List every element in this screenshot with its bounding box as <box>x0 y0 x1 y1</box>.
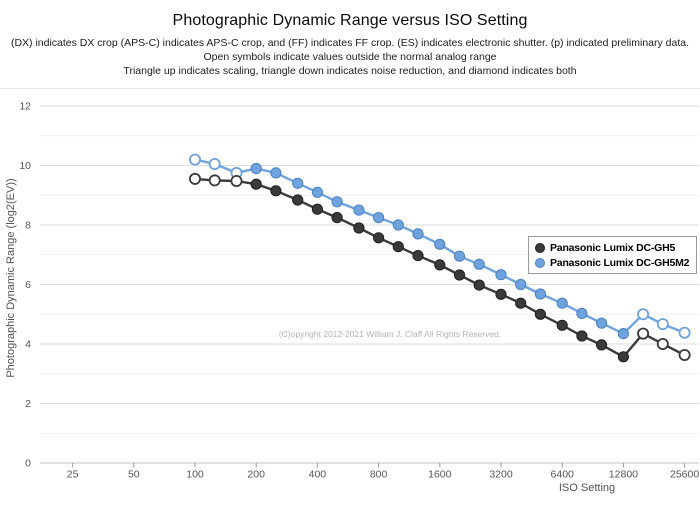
y-tick-label: 6 <box>25 279 31 291</box>
chart-subtitle: (DX) indicates DX crop (APS-C) indicates… <box>0 36 700 78</box>
data-point <box>250 178 262 190</box>
x-tick-label: 12800 <box>609 469 638 481</box>
legend-item-label: Panasonic Lumix DC-GH5M2 <box>550 256 690 269</box>
x-tick-label: 25 <box>67 469 79 481</box>
x-tick-label: 1600 <box>428 469 452 481</box>
data-point <box>617 351 630 363</box>
data-point <box>434 259 446 271</box>
data-point <box>596 339 608 351</box>
data-point <box>678 348 691 361</box>
data-point <box>188 153 201 166</box>
data-point <box>250 162 262 175</box>
data-point <box>392 241 404 253</box>
x-tick-label: 800 <box>370 469 388 481</box>
x-tick-label: 100 <box>186 469 204 481</box>
data-point <box>515 278 527 291</box>
y-tick-label: 0 <box>25 458 31 470</box>
x-tick-label: 50 <box>128 469 140 481</box>
data-point <box>373 212 385 224</box>
legend-item: Panasonic Lumix DC-GH5 <box>535 240 689 255</box>
data-point <box>188 172 201 185</box>
subtitle-line-1: (DX) indicates DX crop (APS-C) indicates… <box>10 37 690 49</box>
data-point <box>656 337 669 350</box>
data-point <box>576 307 588 319</box>
page-title: Photographic Dynamic Range versus ISO Se… <box>172 12 528 29</box>
data-point <box>495 269 507 281</box>
x-tick-label: 25600 <box>670 469 699 481</box>
y-tick-label: 10 <box>19 160 31 172</box>
subtitle-line-3: Triangle up indicates scaling, triangle … <box>123 65 577 77</box>
data-point <box>495 288 507 300</box>
x-tick-label: 6400 <box>551 469 575 481</box>
data-point <box>331 212 343 224</box>
data-point <box>596 317 608 329</box>
data-point <box>556 319 568 331</box>
header-divider <box>0 88 700 89</box>
data-point <box>617 328 630 340</box>
data-point <box>270 167 282 179</box>
data-point <box>534 288 547 300</box>
data-point <box>473 258 485 270</box>
data-point <box>392 219 404 231</box>
data-point <box>453 250 466 262</box>
data-point <box>637 308 650 321</box>
y-tick-label: 2 <box>25 398 31 410</box>
data-point <box>412 250 424 262</box>
y-tick-label: 12 <box>19 101 31 113</box>
y-tick-label: 4 <box>25 339 31 351</box>
y-axis-label: Photographic Dynamic Range (log2(EV)) <box>5 178 17 378</box>
x-axis-label: ISO Setting <box>558 482 616 494</box>
y-tick-label: 8 <box>25 220 31 232</box>
data-point <box>373 232 385 244</box>
legend-item: Panasonic Lumix DC-GH5M2 <box>535 255 690 270</box>
data-point <box>208 174 221 187</box>
legend-item-label: Panasonic Lumix DC-GH5 <box>550 241 676 254</box>
data-point <box>311 203 323 215</box>
subtitle-line-2: Open symbols indicate values outside the… <box>203 51 497 63</box>
data-point <box>230 174 243 187</box>
data-point <box>534 308 547 320</box>
data-point <box>353 222 365 234</box>
x-tick-label: 400 <box>309 469 327 481</box>
data-point <box>208 157 221 170</box>
data-point <box>678 326 691 339</box>
data-point <box>292 194 304 206</box>
data-point <box>576 330 588 342</box>
data-point <box>656 318 669 331</box>
data-point <box>434 238 446 250</box>
data-point <box>412 228 424 240</box>
data-point <box>637 327 650 340</box>
data-point <box>556 297 568 309</box>
legend-marker-circle <box>535 242 545 253</box>
data-point <box>292 177 304 189</box>
data-point <box>453 269 466 281</box>
legend: Panasonic Lumix DC-GH5 Panasonic Lumix DC… <box>528 236 698 274</box>
x-tick-label: 200 <box>247 469 265 481</box>
copyright-text: (C)opyright 2012-2021 William J. Claff A… <box>278 329 502 339</box>
data-point <box>515 297 527 309</box>
legend-marker-circle <box>535 257 545 268</box>
data-point <box>473 279 485 291</box>
data-point <box>353 204 365 216</box>
data-point <box>311 186 323 198</box>
data-point <box>331 196 343 208</box>
x-tick-label: 3200 <box>489 469 513 481</box>
data-point <box>270 185 282 197</box>
